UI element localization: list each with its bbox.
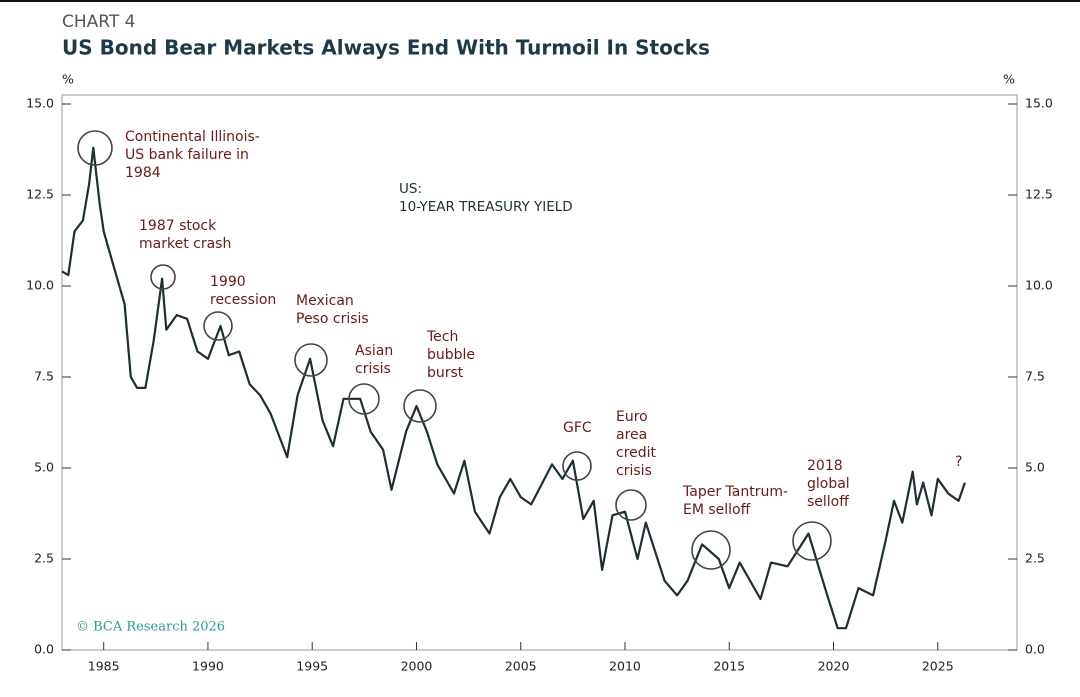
y-tick-label: 0.0 [34, 642, 54, 657]
y-tick-label: 10.0 [26, 278, 54, 293]
annotation: 1990 [210, 274, 246, 290]
annotation-circle [615, 489, 647, 521]
annotation: Continental Illinois- [125, 129, 260, 145]
annotation-circle [348, 383, 380, 415]
x-tick-label: 1985 [88, 659, 120, 674]
annotation: global [807, 476, 850, 492]
annotation-circle [403, 389, 437, 423]
annotation: Tech [426, 329, 458, 345]
y-tick-label: 2.5 [34, 551, 54, 566]
x-tick-label: 2025 [922, 659, 954, 674]
x-tick-label: 2000 [401, 659, 433, 674]
x-tick-label: 1995 [296, 659, 328, 674]
annotation: selloff [807, 494, 849, 510]
annotation: US bank failure in [125, 147, 249, 163]
annotation: ? [955, 454, 962, 470]
x-tick-label: 2005 [505, 659, 537, 674]
annotation: market crash [139, 236, 231, 252]
y2-tick-label: 12.5 [1025, 187, 1053, 202]
annotation: recession [210, 292, 276, 308]
annotation-circle [77, 130, 113, 166]
y2-tick-label: 7.5 [1025, 369, 1045, 384]
y2-tick-label: 2.5 [1025, 551, 1045, 566]
series-label: 10-YEAR TREASURY YIELD [399, 199, 573, 215]
annotation: Euro [616, 409, 648, 425]
annotation: crisis [355, 361, 391, 377]
annotation-circle [792, 521, 832, 561]
yield-line [61, 146, 966, 630]
annotation: burst [427, 365, 464, 381]
y-tick-label: 12.5 [26, 187, 54, 202]
y-tick-label: 7.5 [34, 369, 54, 384]
annotation: 1987 stock [139, 218, 217, 234]
annotation: Mexican [296, 293, 354, 309]
y2-tick-label: 10.0 [1025, 278, 1053, 293]
annotation: Asian [355, 343, 393, 359]
annotation-circle [294, 343, 328, 377]
plot-frame [61, 94, 1018, 651]
annotation: bubble [427, 347, 475, 363]
x-tick-label: 2010 [609, 659, 641, 674]
y2-tick-label: 15.0 [1025, 96, 1053, 111]
annotation: crisis [616, 463, 652, 479]
annotation-circle [203, 311, 233, 341]
annotation: 1984 [125, 165, 161, 181]
annotation: Peso crisis [296, 311, 369, 327]
y-unit: % [62, 72, 74, 87]
source: © BCA Research 2026 [76, 620, 225, 635]
annotation-circle [562, 451, 592, 481]
kicker: CHART 4 [62, 12, 135, 32]
chart-title: US Bond Bear Markets Always End With Tur… [62, 36, 710, 60]
x-tick-label: 2020 [818, 659, 850, 674]
annotation-circle [150, 264, 176, 290]
series-label: US: [399, 181, 422, 197]
x-tick-label: 1990 [192, 659, 224, 674]
x-tick-label: 2015 [713, 659, 745, 674]
annotation: credit [616, 445, 657, 461]
annotation: EM selloff [683, 502, 751, 518]
y2-tick-label: 0.0 [1025, 642, 1045, 657]
annotation: Taper Tantrum- [682, 484, 788, 500]
y-tick-label: 5.0 [34, 460, 54, 475]
annotation: area [616, 427, 647, 443]
annotation-circle [691, 530, 731, 570]
annotation: 2018 [807, 458, 843, 474]
y2-tick-label: 5.0 [1025, 460, 1045, 475]
y2-unit: % [1003, 72, 1015, 87]
annotation: GFC [563, 420, 592, 436]
y-tick-label: 15.0 [26, 96, 54, 111]
